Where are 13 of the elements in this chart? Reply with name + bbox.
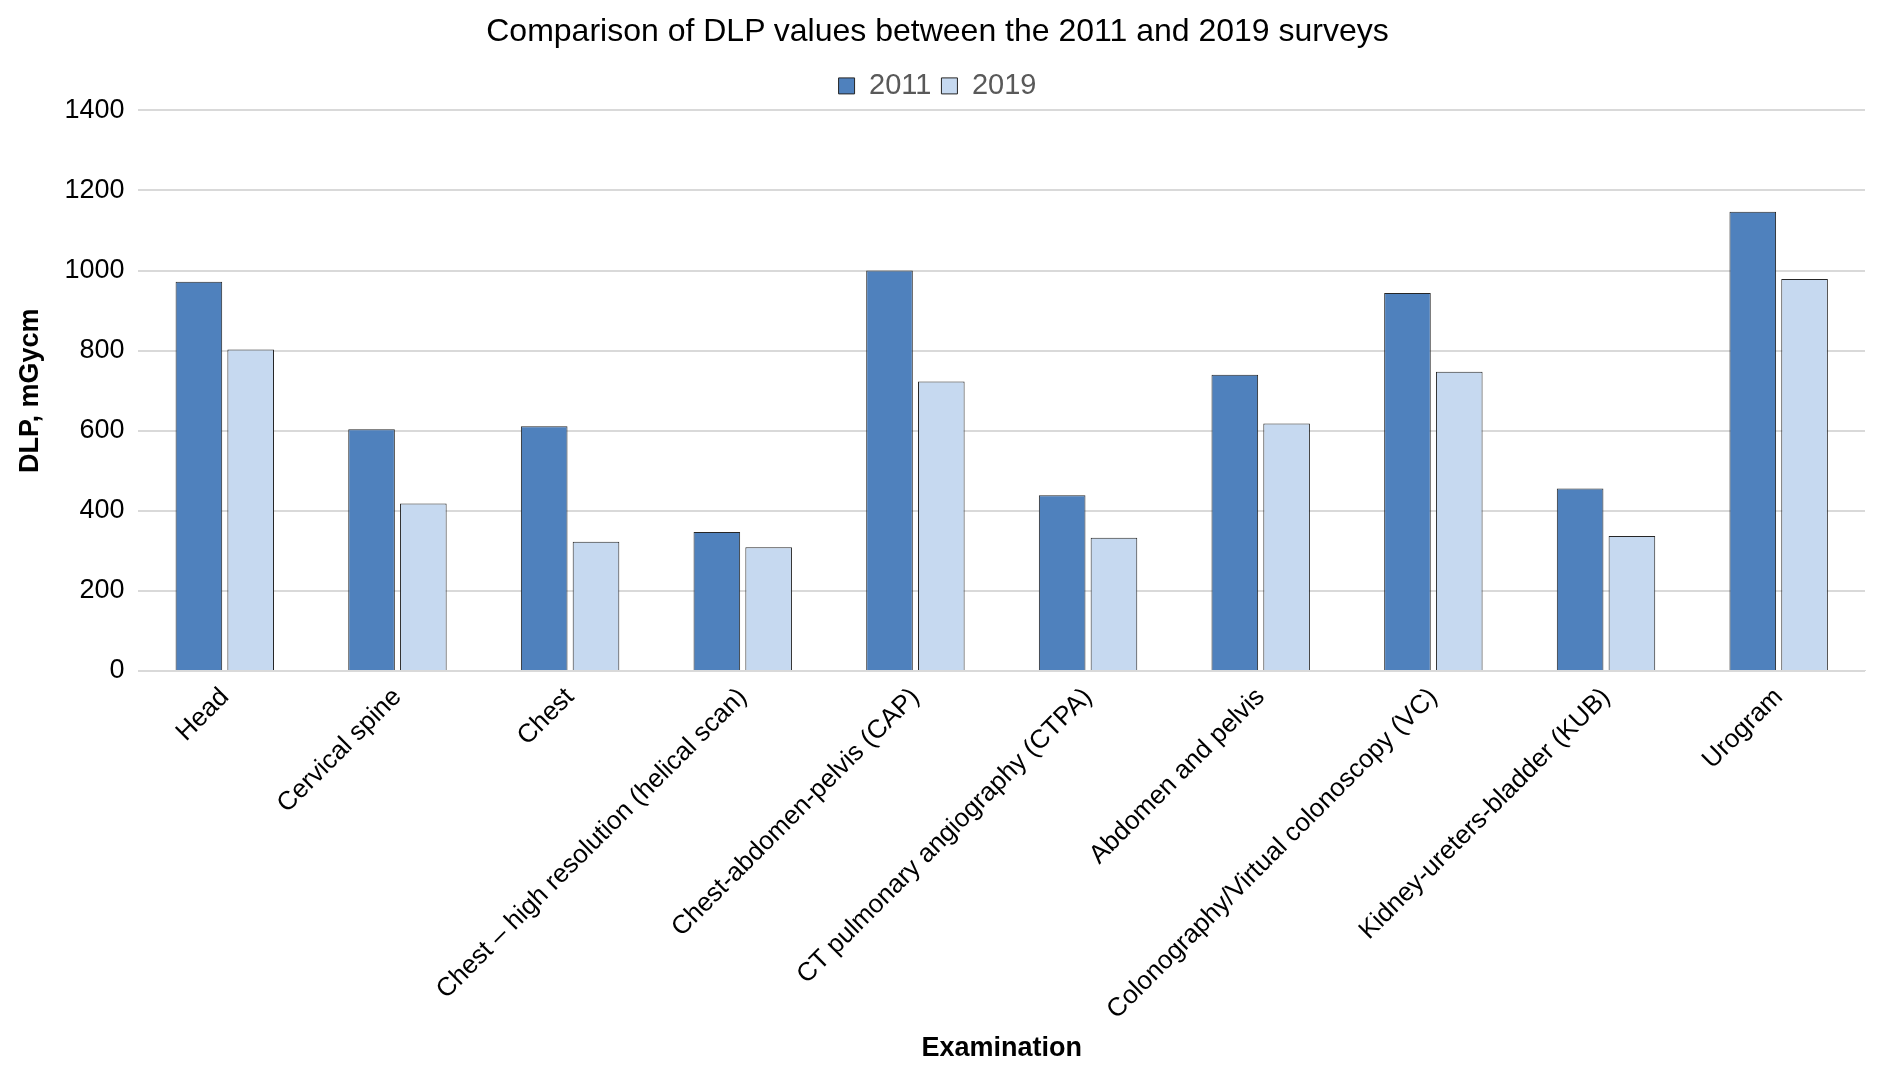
- y-tick-label: 1400: [64, 93, 125, 124]
- y-tick-label: 0: [109, 654, 125, 685]
- x-axis-title: Examination: [921, 1032, 1083, 1063]
- y-tick-label: 400: [79, 494, 125, 525]
- y-axis-title: DLP, mGycm: [13, 308, 44, 473]
- legend-label: 2011: [869, 67, 932, 100]
- y-tick-label: 1200: [64, 173, 125, 204]
- y-tick-label: 800: [79, 334, 125, 365]
- y-tick-label: 1000: [64, 254, 125, 285]
- y-tick-label: 600: [79, 414, 125, 445]
- chart-title: Comparison of DLP values between the 2011 and 2019 surveys: [486, 12, 1389, 49]
- y-tick-label: 200: [79, 574, 125, 605]
- legend-label: 2019: [971, 67, 1037, 100]
